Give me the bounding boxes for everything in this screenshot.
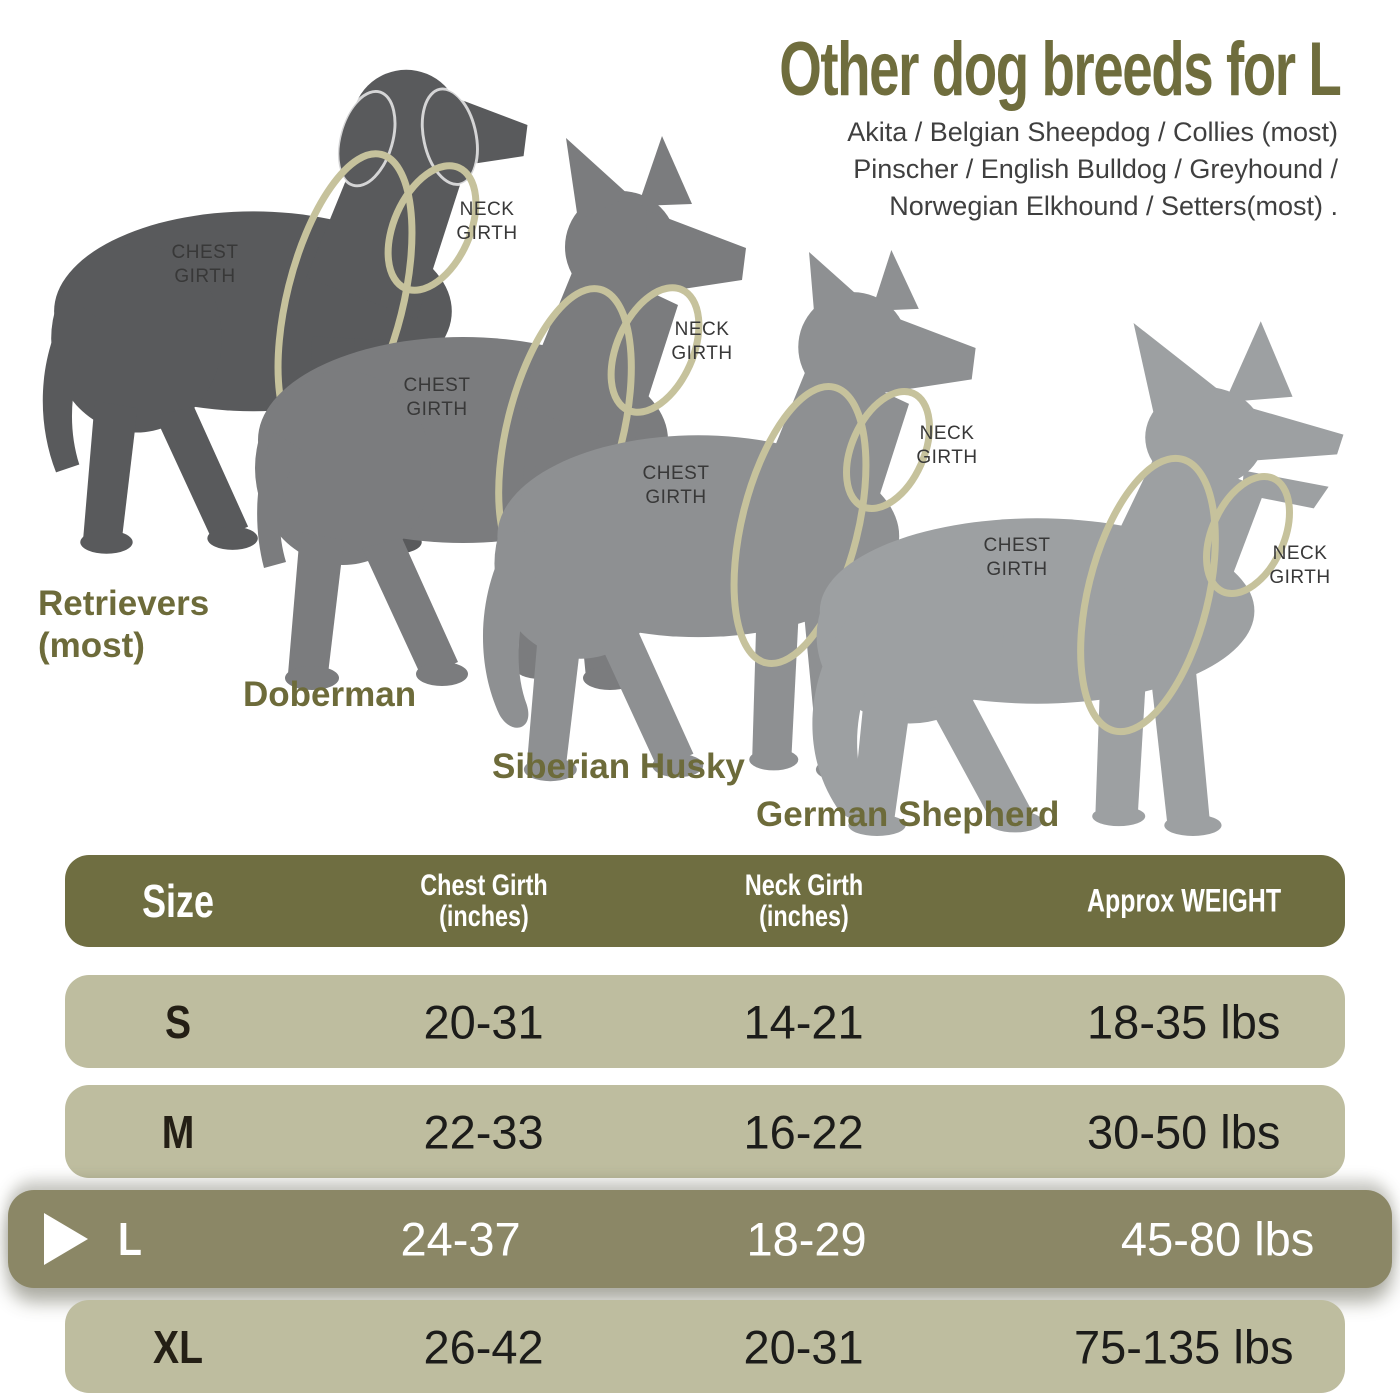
breed-label-german-shepherd: German Shepherd [756,795,1060,834]
header-size: Size [141,875,214,927]
chest-value: 20-31 [423,995,544,1048]
table-row-size-m: M 22-33 16-22 30-50 lbs [65,1085,1345,1178]
shepherd-neck-girth-label: NECK GIRTH [1269,543,1331,588]
size-value: S [164,995,191,1048]
husky-chest-girth-loop [730,383,870,667]
breeds-note: Akita / Belgian Sheepdog / Collies (most… [778,114,1338,225]
neck-value: 18-29 [746,1212,867,1266]
table-row-size-l-selected: L 24-37 18-29 45-80 lbs [8,1190,1392,1288]
retriever-neck-girth-loop [384,162,480,294]
size-value: M [161,1105,194,1158]
header-approx-weight: Approx WEIGHT [1086,882,1281,919]
selected-row-arrow-icon [44,1213,88,1265]
husky-neck-girth-loop [843,387,933,513]
breeds-note-line: Akita / Belgian Sheepdog / Collies (most… [847,117,1338,147]
chest-value: 22-33 [423,1105,544,1158]
breed-label-doberman: Doberman [243,675,417,714]
retriever-neck-girth-label: NECK GIRTH [456,199,518,244]
header-chest-girth: Chest Girth (inches) [419,869,548,933]
weight-value: 75-135 lbs [1073,1320,1294,1373]
size-value: XL [152,1320,203,1373]
size-table-header: Size Chest Girth (inches) Neck Girth (in… [65,855,1345,947]
header-neck-girth: Neck Girth (inches) [744,869,863,933]
doberman-silhouette [255,136,746,690]
shepherd-chest-girth-label: CHEST GIRTH [983,535,1051,580]
size-value: L [117,1213,142,1265]
neck-value: 20-31 [743,1320,864,1373]
dog-silhouettes-graphic [42,69,1344,836]
breed-label-siberian-husky: Siberian Husky [492,747,745,786]
chest-value: 26-42 [423,1320,544,1373]
size-table: Size Chest Girth (inches) Neck Girth (in… [8,855,1392,1395]
doberman-neck-girth-loop [607,284,703,416]
breeds-note-line: Pinscher / English Bulldog / Greyhound / [853,154,1338,184]
shepherd-neck-girth-loop [1203,472,1293,598]
neck-value: 16-22 [743,1105,864,1158]
breed-label-retrievers: Retrievers (most) [38,584,210,665]
weight-value: 18-35 lbs [1087,995,1281,1048]
husky-chest-girth-label: CHEST GIRTH [642,463,710,508]
weight-value: 30-50 lbs [1087,1105,1281,1158]
doberman-neck-girth-label: NECK GIRTH [671,319,733,364]
shepherd-chest-girth-loop [1077,454,1219,736]
neck-value: 14-21 [743,995,864,1048]
german-shepherd-silhouette [812,321,1344,836]
table-row-size-xl: XL 26-42 20-31 75-135 lbs [65,1300,1345,1393]
retriever-chest-girth-label: CHEST GIRTH [171,242,239,287]
siberian-husky-silhouette [482,250,976,782]
husky-neck-girth-label: NECK GIRTH [916,423,978,468]
table-row-size-s: S 20-31 14-21 18-35 lbs [65,975,1345,1068]
breeds-note-line: Norwegian Elkhound / Setters(most) . [889,191,1338,221]
chest-value: 24-37 [400,1212,521,1266]
page-title: Other dog breeds for L [778,27,1342,112]
doberman-chest-girth-label: CHEST GIRTH [403,375,471,420]
weight-value: 45-80 lbs [1120,1212,1315,1266]
